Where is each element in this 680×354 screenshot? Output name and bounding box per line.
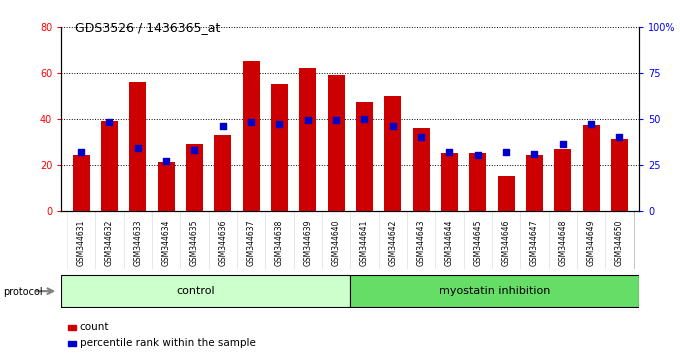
Point — [359, 116, 370, 121]
Bar — [498, 176, 515, 211]
Point — [529, 151, 540, 156]
Text: GSM344633: GSM344633 — [133, 219, 142, 266]
Point — [104, 119, 115, 125]
Bar — [129, 82, 146, 211]
Bar — [526, 155, 543, 211]
Point — [217, 123, 228, 129]
Bar — [294, 211, 322, 269]
Point — [444, 149, 455, 155]
Bar — [464, 211, 492, 269]
Bar — [328, 75, 345, 211]
Point — [614, 134, 625, 140]
Point — [245, 119, 256, 125]
Bar — [243, 61, 260, 211]
Point — [274, 121, 285, 127]
Bar — [61, 275, 350, 307]
Text: protocol: protocol — [3, 287, 43, 297]
Text: percentile rank within the sample: percentile rank within the sample — [80, 338, 256, 348]
Text: GSM344640: GSM344640 — [332, 219, 341, 266]
Point — [75, 149, 86, 155]
Text: GSM344649: GSM344649 — [587, 219, 596, 266]
Text: GSM344639: GSM344639 — [303, 219, 312, 266]
Point — [557, 142, 568, 147]
Bar — [520, 211, 549, 269]
Bar — [356, 103, 373, 211]
Text: GSM344644: GSM344644 — [445, 219, 454, 266]
Bar — [271, 84, 288, 211]
Text: GSM344641: GSM344641 — [360, 219, 369, 266]
Bar — [152, 211, 180, 269]
Point — [302, 118, 313, 123]
Bar — [554, 149, 571, 211]
Point — [387, 123, 398, 129]
Bar — [407, 211, 435, 269]
Text: GSM344638: GSM344638 — [275, 219, 284, 266]
Text: GSM344642: GSM344642 — [388, 219, 397, 266]
Text: GSM344643: GSM344643 — [417, 219, 426, 266]
Bar — [577, 211, 605, 269]
Bar — [67, 211, 95, 269]
Bar — [180, 211, 209, 269]
Bar — [299, 68, 316, 211]
Bar — [605, 211, 634, 269]
Bar — [441, 153, 458, 211]
Bar — [583, 126, 600, 211]
Bar — [492, 211, 520, 269]
Bar — [158, 162, 175, 211]
Bar — [124, 211, 152, 269]
Point — [585, 121, 596, 127]
Text: GSM344647: GSM344647 — [530, 219, 539, 266]
Bar — [95, 211, 124, 269]
Bar — [322, 211, 350, 269]
Text: GSM344631: GSM344631 — [77, 219, 86, 266]
Bar — [214, 135, 231, 211]
Text: GSM344634: GSM344634 — [162, 219, 171, 266]
Bar — [469, 153, 486, 211]
Text: GSM344637: GSM344637 — [247, 219, 256, 266]
Text: GSM344650: GSM344650 — [615, 219, 624, 266]
Bar — [101, 121, 118, 211]
Bar — [350, 211, 379, 269]
Bar — [209, 211, 237, 269]
Text: GSM344648: GSM344648 — [558, 219, 567, 266]
Bar — [435, 211, 464, 269]
Text: GSM344635: GSM344635 — [190, 219, 199, 266]
Bar — [413, 128, 430, 211]
Point — [415, 134, 426, 140]
Bar — [73, 155, 90, 211]
Text: GSM344636: GSM344636 — [218, 219, 227, 266]
Point — [160, 158, 171, 164]
Bar — [350, 275, 639, 307]
Text: control: control — [177, 286, 215, 296]
Text: myostatin inhibition: myostatin inhibition — [439, 286, 550, 296]
Text: count: count — [80, 322, 109, 332]
Bar — [611, 139, 628, 211]
Bar — [265, 211, 294, 269]
Point — [500, 149, 511, 155]
Point — [330, 118, 341, 123]
Point — [189, 147, 200, 153]
Point — [132, 145, 143, 151]
Text: GSM344645: GSM344645 — [473, 219, 482, 266]
Bar — [186, 144, 203, 211]
Bar — [237, 211, 265, 269]
Text: GSM344632: GSM344632 — [105, 219, 114, 266]
Bar — [384, 96, 401, 211]
Point — [472, 153, 483, 158]
Text: GDS3526 / 1436365_at: GDS3526 / 1436365_at — [75, 21, 220, 34]
Bar — [379, 211, 407, 269]
Text: GSM344646: GSM344646 — [502, 219, 511, 266]
Bar — [549, 211, 577, 269]
